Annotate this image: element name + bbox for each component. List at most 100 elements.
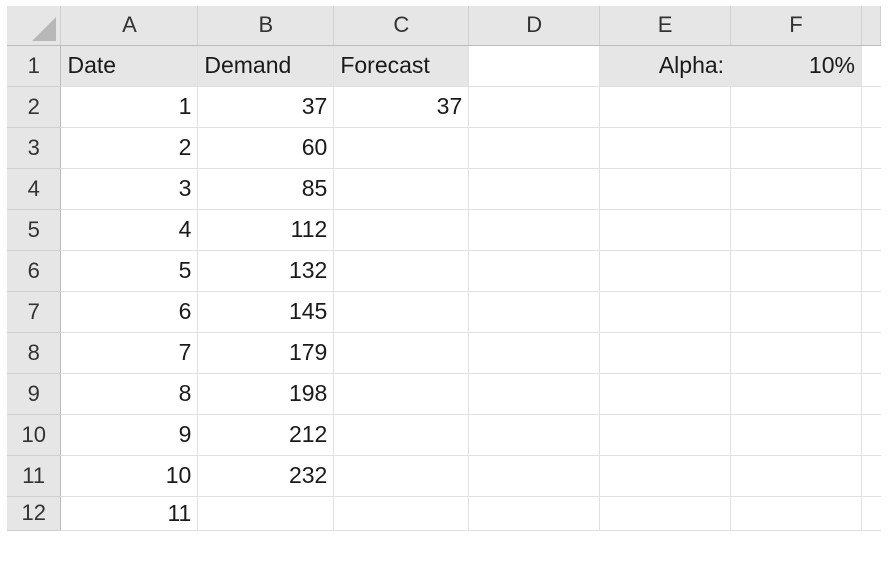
column-header-c[interactable]: C	[333, 6, 470, 46]
row-header-3[interactable]: 3	[7, 127, 62, 169]
cell-e8[interactable]	[599, 332, 732, 374]
cell-e9[interactable]	[599, 373, 732, 415]
cell-e2[interactable]	[599, 86, 732, 128]
cell-d1[interactable]	[468, 45, 601, 87]
cell-a11[interactable]: 10	[60, 455, 199, 497]
cell-a8[interactable]: 7	[60, 332, 199, 374]
cell-c8[interactable]	[333, 332, 470, 374]
column-header-d[interactable]: D	[468, 6, 601, 46]
column-header-g-partial[interactable]	[861, 6, 881, 46]
cell-d10[interactable]	[468, 414, 601, 456]
cell-b4[interactable]: 85	[197, 168, 335, 210]
cell-d9[interactable]	[468, 373, 601, 415]
cell-c11[interactable]	[333, 455, 470, 497]
row-header-2[interactable]: 2	[7, 86, 62, 128]
cell-f3[interactable]	[730, 127, 862, 169]
cell-e3[interactable]	[599, 127, 732, 169]
row-header-11[interactable]: 11	[7, 455, 62, 497]
column-header-f[interactable]: F	[730, 6, 862, 46]
cell-g3[interactable]	[861, 127, 881, 169]
cell-a12[interactable]: 11	[60, 496, 199, 531]
cell-d6[interactable]	[468, 250, 601, 292]
cell-f10[interactable]	[730, 414, 862, 456]
cell-e10[interactable]	[599, 414, 732, 456]
cell-a4[interactable]: 3	[60, 168, 199, 210]
row-header-4[interactable]: 4	[7, 168, 62, 210]
column-header-a[interactable]: A	[60, 6, 199, 46]
cell-b10[interactable]: 212	[197, 414, 335, 456]
cell-g6[interactable]	[861, 250, 881, 292]
cell-d5[interactable]	[468, 209, 601, 251]
cell-f9[interactable]	[730, 373, 862, 415]
cell-c5[interactable]	[333, 209, 470, 251]
cell-f6[interactable]	[730, 250, 862, 292]
cell-g8[interactable]	[861, 332, 881, 374]
cell-a10[interactable]: 9	[60, 414, 199, 456]
row-header-5[interactable]: 5	[7, 209, 62, 251]
cell-b7[interactable]: 145	[197, 291, 335, 333]
cell-e11[interactable]	[599, 455, 732, 497]
cell-f1[interactable]: 10%	[730, 45, 862, 87]
cell-c12[interactable]	[333, 496, 470, 531]
cell-d3[interactable]	[468, 127, 601, 169]
cell-c2[interactable]: 37	[333, 86, 470, 128]
row-header-10[interactable]: 10	[7, 414, 62, 456]
cell-g1[interactable]	[861, 45, 881, 87]
cell-f12[interactable]	[730, 496, 862, 531]
cell-f8[interactable]	[730, 332, 862, 374]
cell-e5[interactable]	[599, 209, 732, 251]
cell-b5[interactable]: 112	[197, 209, 335, 251]
cell-c3[interactable]	[333, 127, 470, 169]
cell-b2[interactable]: 37	[197, 86, 335, 128]
cell-b6[interactable]: 132	[197, 250, 335, 292]
cell-f5[interactable]	[730, 209, 862, 251]
cell-b9[interactable]: 198	[197, 373, 335, 415]
row-header-7[interactable]: 7	[7, 291, 62, 333]
column-header-e[interactable]: E	[599, 6, 732, 46]
row-header-8[interactable]: 8	[7, 332, 62, 374]
cell-b3[interactable]: 60	[197, 127, 335, 169]
cell-e1[interactable]: Alpha:	[599, 45, 732, 87]
select-all-corner[interactable]	[7, 6, 62, 46]
cell-a6[interactable]: 5	[60, 250, 199, 292]
cell-a3[interactable]: 2	[60, 127, 199, 169]
row-header-9[interactable]: 9	[7, 373, 62, 415]
cell-b11[interactable]: 232	[197, 455, 335, 497]
cell-d7[interactable]	[468, 291, 601, 333]
cell-c10[interactable]	[333, 414, 470, 456]
cell-g10[interactable]	[861, 414, 881, 456]
cell-g11[interactable]	[861, 455, 881, 497]
cell-g12[interactable]	[861, 496, 881, 531]
cell-a7[interactable]: 6	[60, 291, 199, 333]
cell-e6[interactable]	[599, 250, 732, 292]
cell-g2[interactable]	[861, 86, 881, 128]
cell-b12[interactable]	[197, 496, 335, 531]
cell-b1[interactable]: Demand	[197, 45, 335, 87]
cell-a2[interactable]: 1	[60, 86, 199, 128]
cell-c9[interactable]	[333, 373, 470, 415]
cell-a9[interactable]: 8	[60, 373, 199, 415]
cell-g5[interactable]	[861, 209, 881, 251]
cell-d8[interactable]	[468, 332, 601, 374]
row-header-1[interactable]: 1	[7, 45, 62, 87]
cell-d2[interactable]	[468, 86, 601, 128]
cell-b8[interactable]: 179	[197, 332, 335, 374]
cell-d4[interactable]	[468, 168, 601, 210]
cell-f11[interactable]	[730, 455, 862, 497]
cell-e7[interactable]	[599, 291, 732, 333]
cell-f2[interactable]	[730, 86, 862, 128]
cell-a1[interactable]: Date	[60, 45, 199, 87]
cell-c6[interactable]	[333, 250, 470, 292]
cell-g9[interactable]	[861, 373, 881, 415]
row-header-12[interactable]: 12	[7, 496, 62, 531]
cell-c1[interactable]: Forecast	[333, 45, 470, 87]
column-header-b[interactable]: B	[197, 6, 335, 46]
cell-g4[interactable]	[861, 168, 881, 210]
cell-g7[interactable]	[861, 291, 881, 333]
cell-f7[interactable]	[730, 291, 862, 333]
row-header-6[interactable]: 6	[7, 250, 62, 292]
cell-d11[interactable]	[468, 455, 601, 497]
cell-c4[interactable]	[333, 168, 470, 210]
cell-a5[interactable]: 4	[60, 209, 199, 251]
cell-e12[interactable]	[599, 496, 732, 531]
